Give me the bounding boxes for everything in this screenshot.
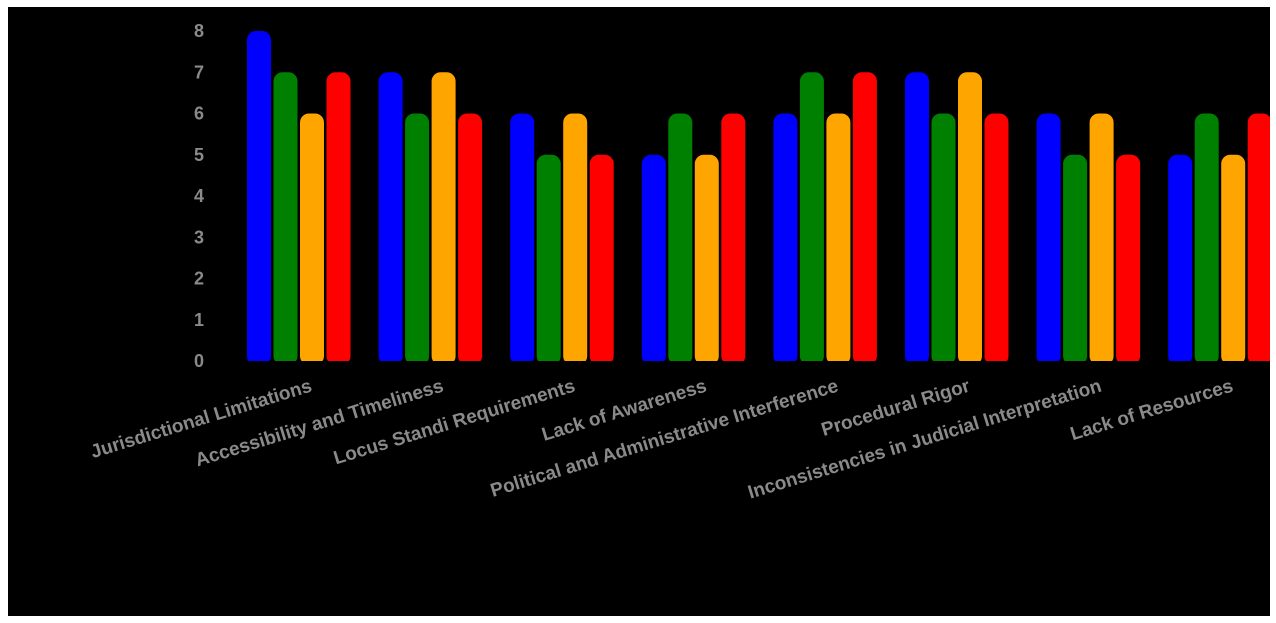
bar — [273, 72, 298, 365]
bar — [378, 72, 403, 365]
y-axis-ticks: 0 1 2 3 4 5 6 7 8 — [194, 21, 204, 371]
bar — [694, 154, 719, 365]
bar — [668, 113, 693, 365]
bar — [563, 113, 588, 365]
bar — [826, 113, 851, 365]
chart-frame: 0 1 2 3 4 5 6 7 8 Jurisdictional Limitations Acce… — [8, 7, 1272, 616]
y-tick-label: 5 — [194, 145, 204, 165]
x-axis-labels: Jurisdictional LimitationsAccessibility … — [88, 376, 1235, 504]
bar — [589, 154, 614, 365]
bar — [247, 31, 271, 365]
bar — [458, 113, 483, 365]
bar — [405, 113, 430, 365]
bar — [510, 113, 535, 365]
y-tick-label: 3 — [194, 227, 204, 247]
bar — [984, 113, 1009, 365]
y-tick-label: 2 — [194, 269, 204, 289]
x-category-label: Accessibility and Timeliness — [193, 376, 446, 472]
bar — [931, 113, 956, 365]
y-tick-label: 6 — [194, 104, 204, 124]
bar — [1194, 113, 1219, 365]
y-tick-label: 0 — [194, 351, 204, 371]
bar — [852, 72, 877, 365]
bar — [641, 154, 666, 365]
bar — [958, 72, 982, 365]
bar — [1116, 154, 1141, 365]
bar — [431, 72, 456, 365]
y-tick-label: 7 — [194, 62, 204, 82]
bar — [1036, 113, 1061, 365]
baseline-mask — [208, 361, 1270, 373]
bar — [326, 72, 351, 365]
bar — [1063, 154, 1088, 365]
y-tick-label: 1 — [194, 310, 204, 330]
bars — [208, 31, 1272, 373]
bar — [773, 113, 798, 365]
bar — [1247, 113, 1272, 365]
x-category-label: Locus Standi Requirements — [331, 376, 577, 470]
bar — [1089, 113, 1114, 365]
bar — [1221, 154, 1246, 365]
bar — [721, 113, 746, 365]
bar — [536, 154, 561, 365]
bar — [799, 72, 824, 365]
y-tick-label: 4 — [194, 186, 204, 206]
bar — [905, 72, 929, 365]
bar — [300, 113, 324, 365]
bar — [1168, 154, 1193, 365]
bar-chart: 0 1 2 3 4 5 6 7 8 Jurisdictional LimitationsAcce… — [88, 21, 1272, 504]
y-tick-label: 8 — [194, 21, 204, 41]
